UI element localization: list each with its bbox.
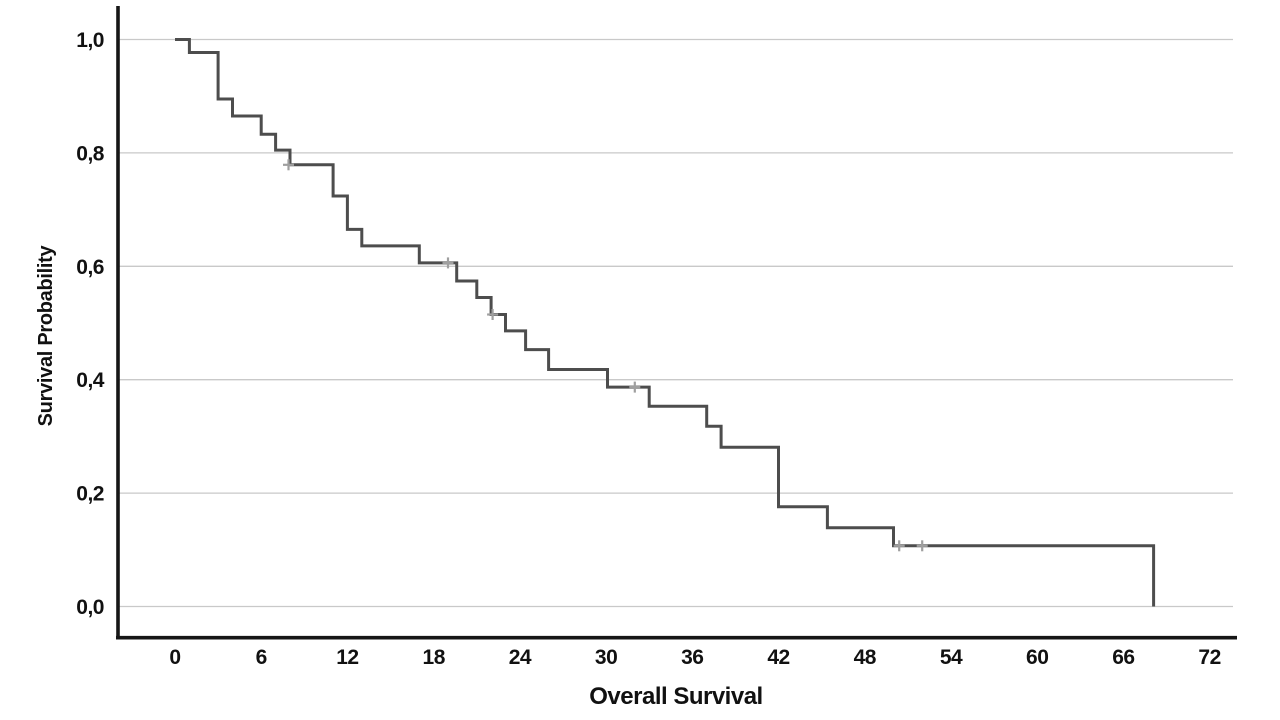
x-tick-label: 18 <box>423 646 446 669</box>
x-tick-label: 42 <box>767 646 789 669</box>
axes <box>116 6 1237 640</box>
censor-plus-icon <box>442 257 454 269</box>
x-tick-label: 72 <box>1198 646 1220 669</box>
censor-plus-icon <box>893 540 905 552</box>
x-tick-labels: 0 6 12 18 24 30 36 42 48 54 60 66 72 <box>169 646 1221 669</box>
y-tick-label: 0,6 <box>76 256 104 279</box>
survival-curve <box>175 38 1156 607</box>
censor-marks-group <box>283 159 928 552</box>
x-tick-label: 36 <box>681 646 703 669</box>
censor-plus-icon <box>283 159 294 171</box>
x-tick-label: 6 <box>256 646 267 669</box>
y-tick-label: 0,4 <box>76 369 105 392</box>
x-tick-label: 60 <box>1026 646 1048 669</box>
y-tick-label: 0,8 <box>76 142 105 165</box>
y-axis-title: Survival Probability <box>35 244 57 426</box>
y-tick-label: 0,2 <box>76 483 104 506</box>
y-tick-labels: 0,0 0,2 0,4 0,6 0,8 1,0 <box>76 29 105 619</box>
x-tick-label: 0 <box>169 646 180 669</box>
y-tick-label: 0,0 <box>76 596 104 619</box>
x-tick-label: 66 <box>1112 646 1134 669</box>
x-tick-label: 24 <box>509 646 532 669</box>
survival-curve-group <box>175 38 1156 607</box>
x-tick-label: 12 <box>336 646 358 669</box>
censor-plus-icon <box>629 381 641 393</box>
censor-plus-icon <box>916 540 928 552</box>
x-tick-label: 54 <box>940 646 963 669</box>
gridlines <box>119 38 1233 608</box>
x-tick-label: 30 <box>595 646 617 669</box>
x-tick-label: 48 <box>854 646 877 669</box>
censor-plus-icon <box>487 309 499 320</box>
y-tick-label: 1,0 <box>76 29 104 52</box>
x-axis-title: Overall Survival <box>589 683 762 710</box>
